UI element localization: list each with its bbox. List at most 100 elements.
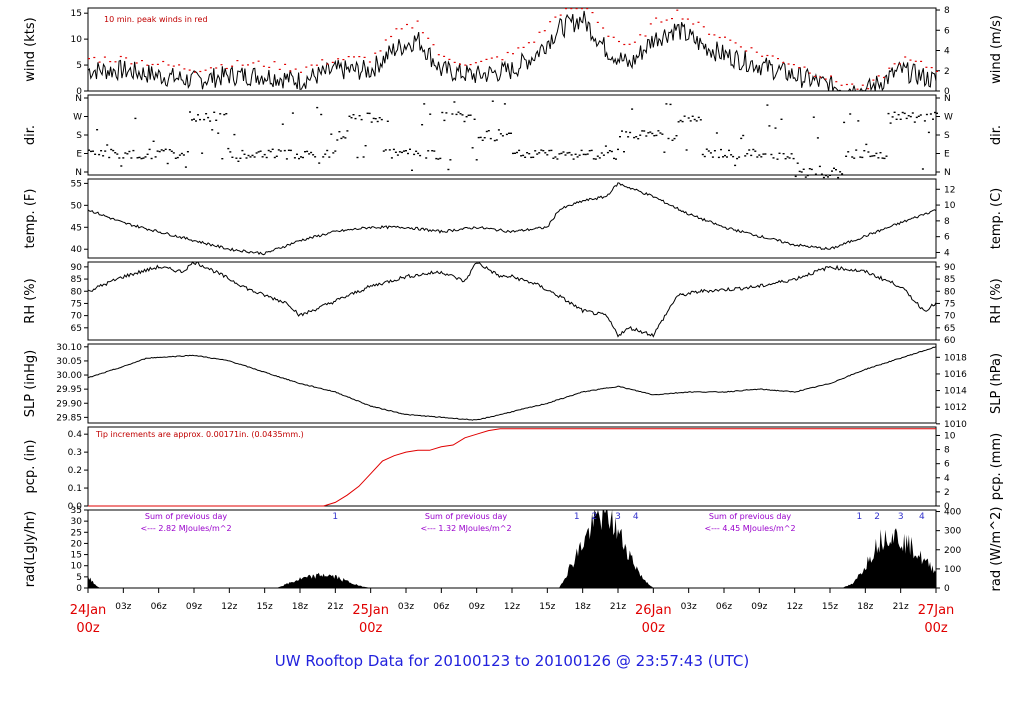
dir-point [158,150,161,153]
dir-point [827,176,829,178]
wind-peak-point [570,8,573,10]
dir-point [613,157,615,160]
dir-point [730,154,733,156]
wind-peak-point [368,61,371,63]
wind-peak-point [506,51,509,54]
rad-series-area [88,510,936,588]
dir-point [491,100,494,102]
dir-point [516,151,518,154]
dir-point [582,153,585,156]
wind-peak-point [909,59,912,61]
wind-peak-point [766,54,769,57]
dir-point [647,132,650,134]
dir-point [606,151,609,154]
wind-peak-point [347,56,350,58]
wind-peak-point [745,50,748,52]
x-day-date: 27Jan [918,603,955,618]
dir-point [296,153,298,155]
dir-point [96,129,99,131]
rad-tick-left: 35 [71,506,82,516]
x-day-date: 25Jan [352,603,389,618]
pcp-tick-right: 10 [944,431,956,441]
wind-peak-point [517,47,520,49]
dir-point [845,155,848,157]
slp-tick-right: 1014 [944,387,967,397]
dir-point [356,156,359,159]
dir-point [925,113,928,116]
dir-tick-left: N [75,94,82,104]
dir-point [92,150,94,152]
dir-point [584,153,587,156]
wind-peak-point [883,76,885,79]
pcp-tick-left: 0.1 [68,484,82,494]
dir-point [154,156,157,158]
wind-peak-point [156,63,159,65]
wind-peak-point [655,17,658,19]
dir-point [623,151,625,153]
dir-point [487,130,490,132]
dir-point [435,157,438,160]
dir-point [156,150,159,152]
dir-point [172,152,175,154]
dir-point [203,118,206,121]
dir-tick-left: N [75,168,82,178]
wind-peak-point [724,36,726,38]
dir-point [233,133,236,136]
dir-point [752,148,755,151]
wind-peak-point [787,63,790,65]
dir-point [503,103,506,105]
pcp-tick-left: 0.4 [68,430,83,440]
dir-point [326,149,329,152]
dir-point [174,157,177,159]
dir-point [576,156,579,158]
dir-point [461,114,464,116]
temp-tick-right: 6 [944,233,950,243]
dir-point [641,130,644,132]
wind-peak-point [904,56,907,58]
dir-point [128,150,131,153]
dir-point [705,148,708,150]
dir-point [328,156,331,158]
dir-point [897,114,900,116]
x-hour-label: 15z [539,602,555,612]
rad-index-mark: 1 [332,512,338,522]
dir-point [929,113,932,115]
wind-peak-point [188,69,191,71]
dir-point [740,137,743,140]
dir-point [146,153,149,155]
dir-point [923,120,926,122]
dir-point [453,101,456,103]
dir-point [812,116,815,118]
dir-point [142,157,145,159]
wind-peak-point [453,61,456,63]
slp-tick-right: 1010 [944,420,967,430]
dir-point [768,125,771,127]
wind-peak-point [443,55,446,57]
dir-point [917,115,920,117]
dir-point [675,135,678,137]
dir-point [810,168,813,171]
dir-point [380,118,383,121]
rh-tick-right: 75 [944,299,955,309]
wind-peak-point [681,18,684,20]
dir-point [552,157,555,159]
dir-point [776,158,779,160]
wind-peak-point [162,60,165,63]
wind-peak-point [310,64,313,66]
panel-wind: wind (kts) wind (m/s) 0 5 10 15 0 2 4 6 8 [23,6,1004,97]
wind-ylabel-right: wind (m/s) [989,15,1004,84]
wind-peak-point [549,21,552,23]
wind-peak-point [374,52,377,54]
wind-tick-right: 0 [944,87,950,97]
dir-point [283,149,286,152]
wind-peak-point [538,31,541,33]
wind-peak-point [294,68,297,70]
dir-point [475,159,478,161]
pcp-tick-right: 8 [944,446,950,456]
dir-point [168,149,171,151]
wind-peak-point [718,36,721,39]
wind-peak-point [480,60,483,62]
dir-point [574,153,577,155]
wind-peak-point [395,28,398,30]
